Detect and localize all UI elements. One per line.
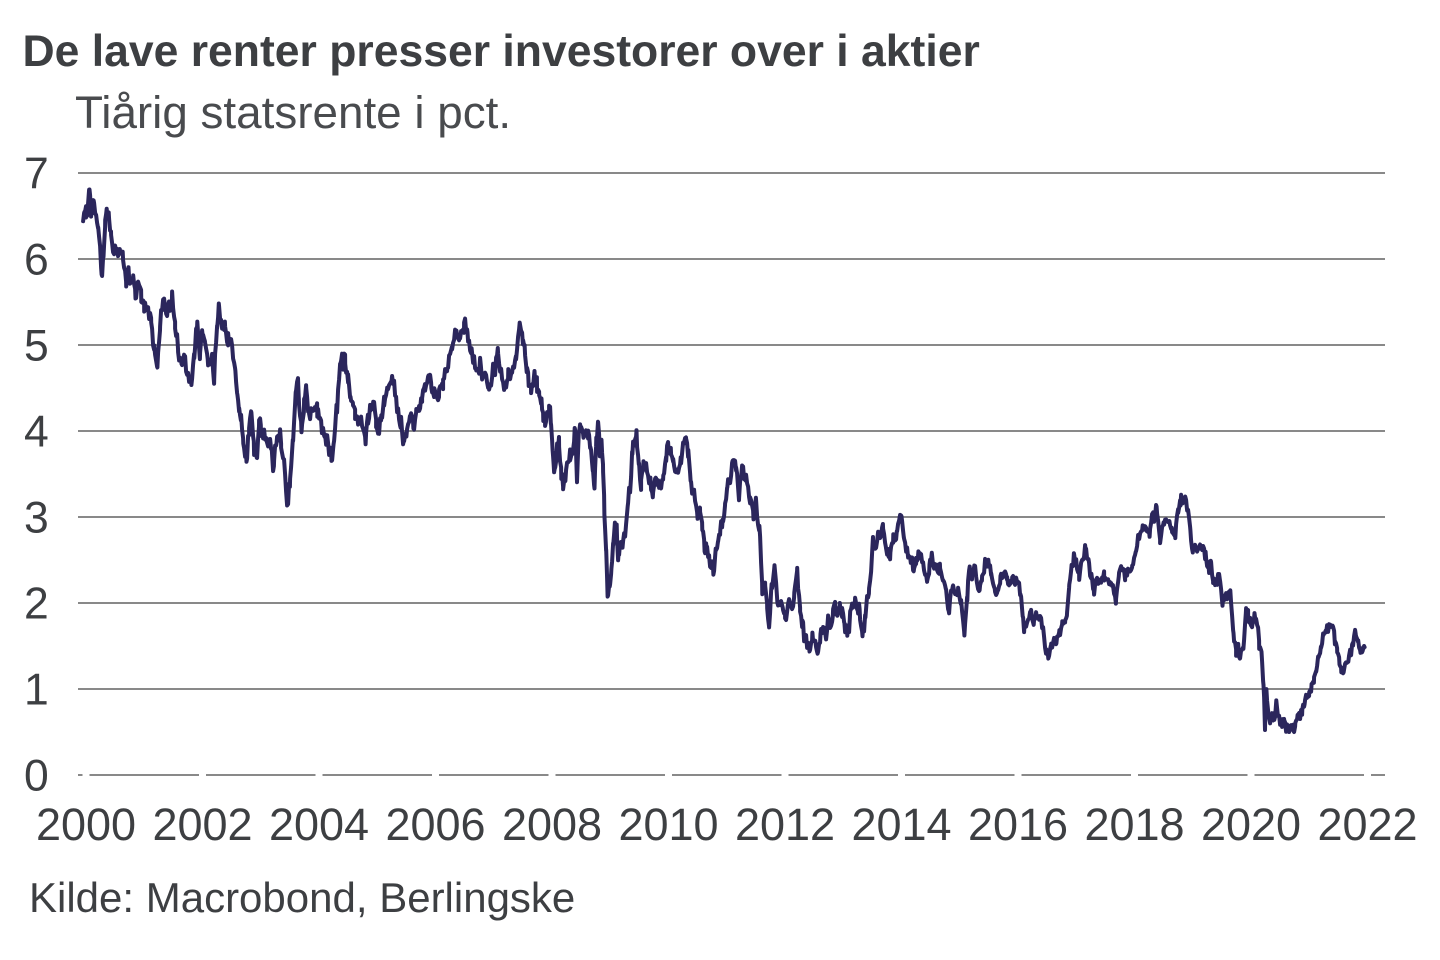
svg-text:2: 2 — [24, 580, 49, 629]
svg-text:2000: 2000 — [36, 799, 136, 850]
svg-text:2020: 2020 — [1201, 799, 1301, 850]
svg-text:2014: 2014 — [851, 799, 951, 850]
svg-text:2018: 2018 — [1084, 799, 1184, 850]
svg-text:2006: 2006 — [385, 799, 485, 850]
svg-text:2010: 2010 — [618, 799, 718, 850]
svg-text:4: 4 — [24, 408, 49, 457]
svg-text:3: 3 — [24, 494, 49, 543]
svg-text:1: 1 — [24, 666, 49, 715]
svg-text:2002: 2002 — [152, 799, 252, 850]
svg-text:2012: 2012 — [735, 799, 835, 850]
svg-text:5: 5 — [24, 322, 49, 371]
svg-text:2008: 2008 — [502, 799, 602, 850]
svg-text:2016: 2016 — [968, 799, 1068, 850]
svg-text:6: 6 — [24, 236, 49, 285]
svg-text:2004: 2004 — [269, 799, 369, 850]
svg-text:Tiårig statsrente i pct.: Tiårig statsrente i pct. — [75, 87, 511, 138]
svg-text:0: 0 — [24, 752, 49, 801]
svg-text:De lave renter presser investo: De lave renter presser investorer over i… — [23, 27, 980, 76]
svg-text:2022: 2022 — [1317, 799, 1417, 850]
svg-text:Kilde: Macrobond, Berlingske: Kilde: Macrobond, Berlingske — [29, 874, 575, 921]
svg-text:7: 7 — [24, 150, 49, 199]
